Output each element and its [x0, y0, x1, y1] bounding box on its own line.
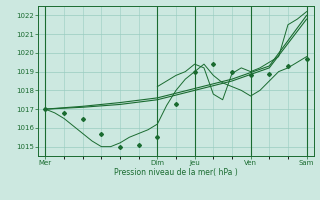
X-axis label: Pression niveau de la mer( hPa ): Pression niveau de la mer( hPa ): [114, 168, 238, 177]
